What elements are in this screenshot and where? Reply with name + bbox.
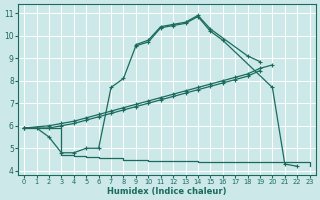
X-axis label: Humidex (Indice chaleur): Humidex (Indice chaleur) — [107, 187, 227, 196]
